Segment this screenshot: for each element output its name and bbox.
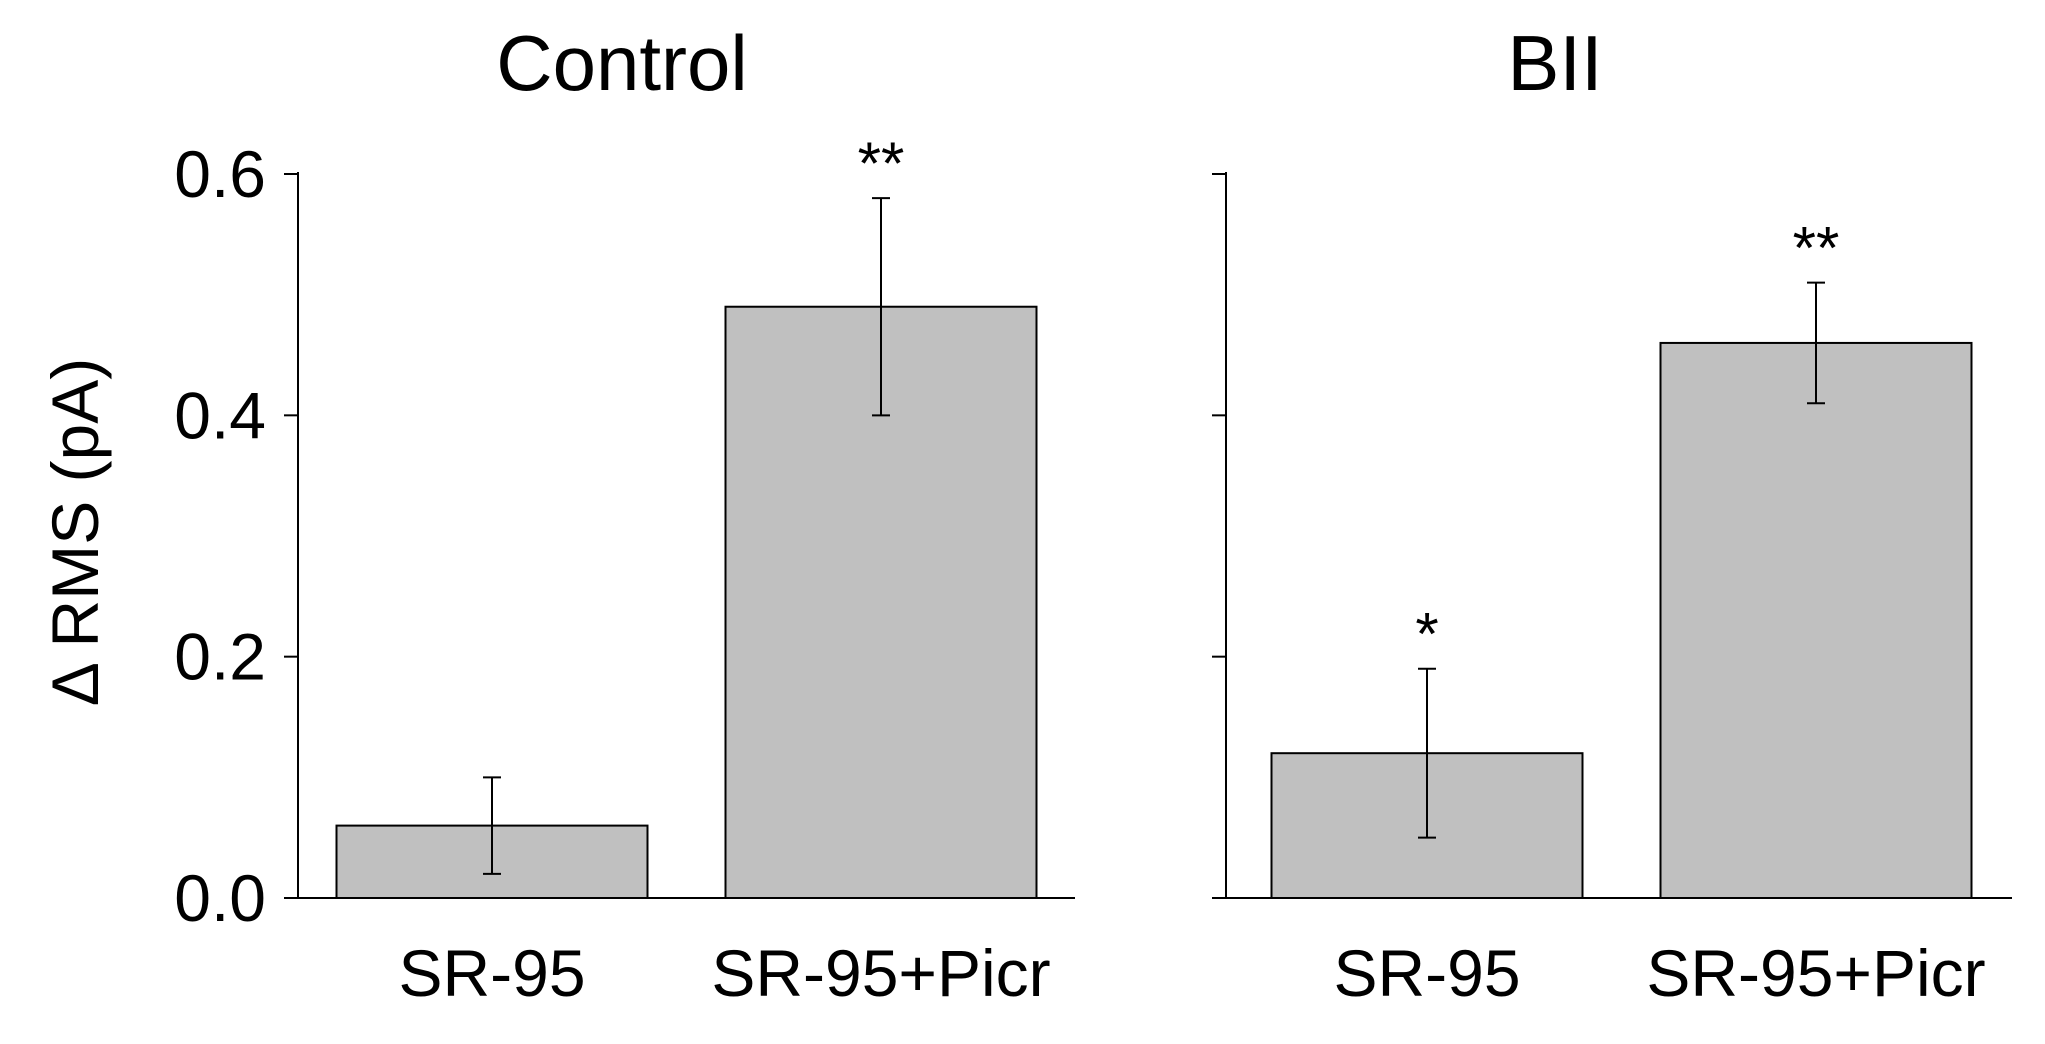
panel-control: Control 0.0 0.2 0.4 0.6 ** SR-95 SR-95+Picr (174, 19, 1075, 1010)
bar (1659, 341, 1973, 899)
x-tick-label: SR-95 (1333, 936, 1520, 1010)
bars-control: ** (335, 130, 1038, 899)
bars-bii: *** (1270, 215, 1973, 900)
panel-title-control: Control (496, 19, 747, 107)
significance-marker: * (1415, 601, 1438, 668)
y-axis-ticks (1212, 173, 1226, 899)
y-tick-label: 0.2 (174, 620, 266, 694)
x-tick-label: SR-95+Picr (711, 936, 1050, 1010)
y-tick-label: 0.6 (174, 137, 266, 211)
x-tick-label: SR-95+Picr (1646, 936, 1985, 1010)
panel-title-bii: BII (1507, 19, 1602, 107)
y-axis-ticks: 0.0 0.2 0.4 0.6 (174, 137, 298, 935)
y-axis-label: Δ RMS (pA) (38, 358, 112, 706)
significance-marker: ** (858, 130, 905, 197)
x-tick-label: SR-95 (398, 936, 585, 1010)
panel-bii: BII *** SR-95 SR-95+Picr (1212, 19, 2012, 1010)
significance-marker: ** (1793, 215, 1840, 282)
y-tick-label: 0.4 (174, 378, 266, 452)
y-tick-label: 0.0 (174, 861, 266, 935)
x-axis-categories: SR-95 SR-95+Picr (1333, 936, 1985, 1010)
x-axis-categories: SR-95 SR-95+Picr (398, 936, 1050, 1010)
